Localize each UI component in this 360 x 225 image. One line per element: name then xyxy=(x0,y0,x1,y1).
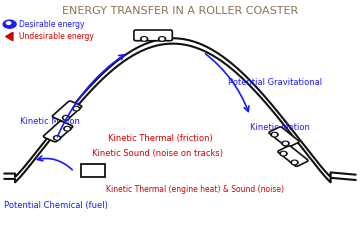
Text: Undesirable energy: Undesirable energy xyxy=(19,32,94,41)
Circle shape xyxy=(140,37,148,41)
Text: Kinetic Thermal (engine heat) & Sound (noise): Kinetic Thermal (engine heat) & Sound (n… xyxy=(107,185,284,194)
Circle shape xyxy=(3,20,16,28)
Circle shape xyxy=(273,133,276,136)
Circle shape xyxy=(73,106,80,111)
Circle shape xyxy=(75,108,78,110)
Text: Kinetic Motion: Kinetic Motion xyxy=(21,117,80,126)
Text: Kinetic Sound (noise on tracks): Kinetic Sound (noise on tracks) xyxy=(92,149,223,158)
FancyBboxPatch shape xyxy=(269,127,299,147)
Circle shape xyxy=(291,160,298,165)
Circle shape xyxy=(55,137,59,139)
Circle shape xyxy=(280,151,287,156)
Bar xyxy=(81,164,105,177)
FancyBboxPatch shape xyxy=(44,121,73,142)
Circle shape xyxy=(64,126,71,131)
FancyBboxPatch shape xyxy=(52,101,82,122)
Text: Kinetic Motion: Kinetic Motion xyxy=(250,123,310,132)
FancyBboxPatch shape xyxy=(278,146,308,166)
Circle shape xyxy=(284,142,287,144)
Circle shape xyxy=(62,115,69,120)
Text: ENERGY TRANSFER IN A ROLLER COASTER: ENERGY TRANSFER IN A ROLLER COASTER xyxy=(62,6,298,16)
Circle shape xyxy=(282,153,285,155)
Text: Potential Gravitational: Potential Gravitational xyxy=(228,78,323,87)
Text: Potential Chemical (fuel): Potential Chemical (fuel) xyxy=(4,201,108,210)
Circle shape xyxy=(282,141,289,146)
FancyBboxPatch shape xyxy=(134,30,172,41)
Circle shape xyxy=(271,132,278,137)
Circle shape xyxy=(160,38,164,40)
Text: Desirable energy: Desirable energy xyxy=(19,20,85,29)
Circle shape xyxy=(293,161,296,164)
Text: Kinetic Thermal (friction): Kinetic Thermal (friction) xyxy=(108,134,213,143)
Circle shape xyxy=(142,38,146,40)
Circle shape xyxy=(64,117,68,119)
Circle shape xyxy=(53,136,60,140)
Circle shape xyxy=(6,22,11,24)
Circle shape xyxy=(158,37,166,41)
Circle shape xyxy=(66,128,69,130)
